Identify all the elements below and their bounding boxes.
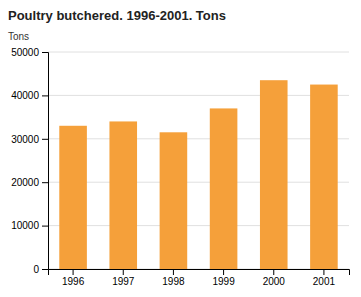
y-tick-mark	[42, 226, 48, 227]
x-tick-mark	[173, 269, 174, 275]
x-tick-label: 2001	[313, 276, 336, 287]
bars	[59, 80, 337, 269]
y-tick-mark	[42, 182, 48, 183]
y-tick: 0	[33, 264, 48, 275]
y-tick-mark	[42, 52, 48, 53]
y-tick-label: 10000	[11, 220, 39, 231]
x-axis-line	[49, 270, 350, 276]
x-tick: 1997	[112, 269, 135, 287]
plot-area: 0100002000030000400005000019961997199819…	[11, 47, 349, 287]
x-tick-mark	[273, 269, 274, 275]
x-axis: 1996 1997 1998 1999 2000 2001	[49, 269, 350, 287]
bar	[109, 121, 137, 269]
grid-line	[48, 225, 349, 226]
y-axis-line	[42, 53, 49, 270]
bar	[59, 126, 87, 269]
y-tick: 20000	[11, 177, 48, 188]
y-tick-label: 30000	[11, 134, 39, 145]
y-axis: 0 10000 20000 30000 40000 50000	[11, 47, 48, 275]
y-tick: 30000	[11, 134, 48, 145]
y-tick-mark	[42, 95, 48, 96]
y-tick: 10000	[11, 220, 48, 231]
grid-line	[48, 138, 349, 139]
x-tick-mark	[73, 269, 74, 275]
x-tick-mark	[223, 269, 224, 275]
grid-line	[48, 52, 349, 53]
title: Poultry butchered. 1996-2001. Tons	[8, 8, 226, 23]
x-tick: 1999	[212, 269, 235, 287]
bar	[160, 132, 188, 269]
x-tick: 2000	[263, 269, 286, 287]
x-tick-label: 2000	[263, 276, 286, 287]
y-tick-mark	[42, 139, 48, 140]
y-tick-mark	[42, 269, 48, 270]
x-tick: 1996	[62, 269, 85, 287]
grid	[48, 52, 349, 269]
bar	[210, 108, 238, 269]
y-axis-label: Tons	[8, 31, 29, 42]
x-tick: 2001	[313, 269, 336, 287]
y-tick: 50000	[11, 47, 48, 58]
y-tick-label: 50000	[11, 47, 39, 58]
x-tick: 1998	[162, 269, 185, 287]
grid-line	[48, 95, 349, 96]
y-tick-label: 20000	[11, 177, 39, 188]
x-tick-label: 1997	[112, 276, 135, 287]
bar	[260, 80, 288, 269]
bar	[310, 85, 338, 269]
x-tick-label: 1998	[162, 276, 185, 287]
grid-line	[48, 182, 349, 183]
y-tick-label: 0	[33, 264, 39, 275]
chart-svg: Poultry butchered. 1996-2001. TonsTons01…	[0, 0, 361, 297]
x-tick-mark	[123, 269, 124, 275]
x-tick-label: 1999	[212, 276, 235, 287]
x-tick-mark	[323, 269, 324, 275]
chart-container: Poultry butchered. 1996-2001. TonsTons01…	[0, 0, 361, 297]
y-tick: 40000	[11, 90, 48, 101]
y-tick-label: 40000	[11, 90, 39, 101]
x-tick-label: 1996	[62, 276, 85, 287]
